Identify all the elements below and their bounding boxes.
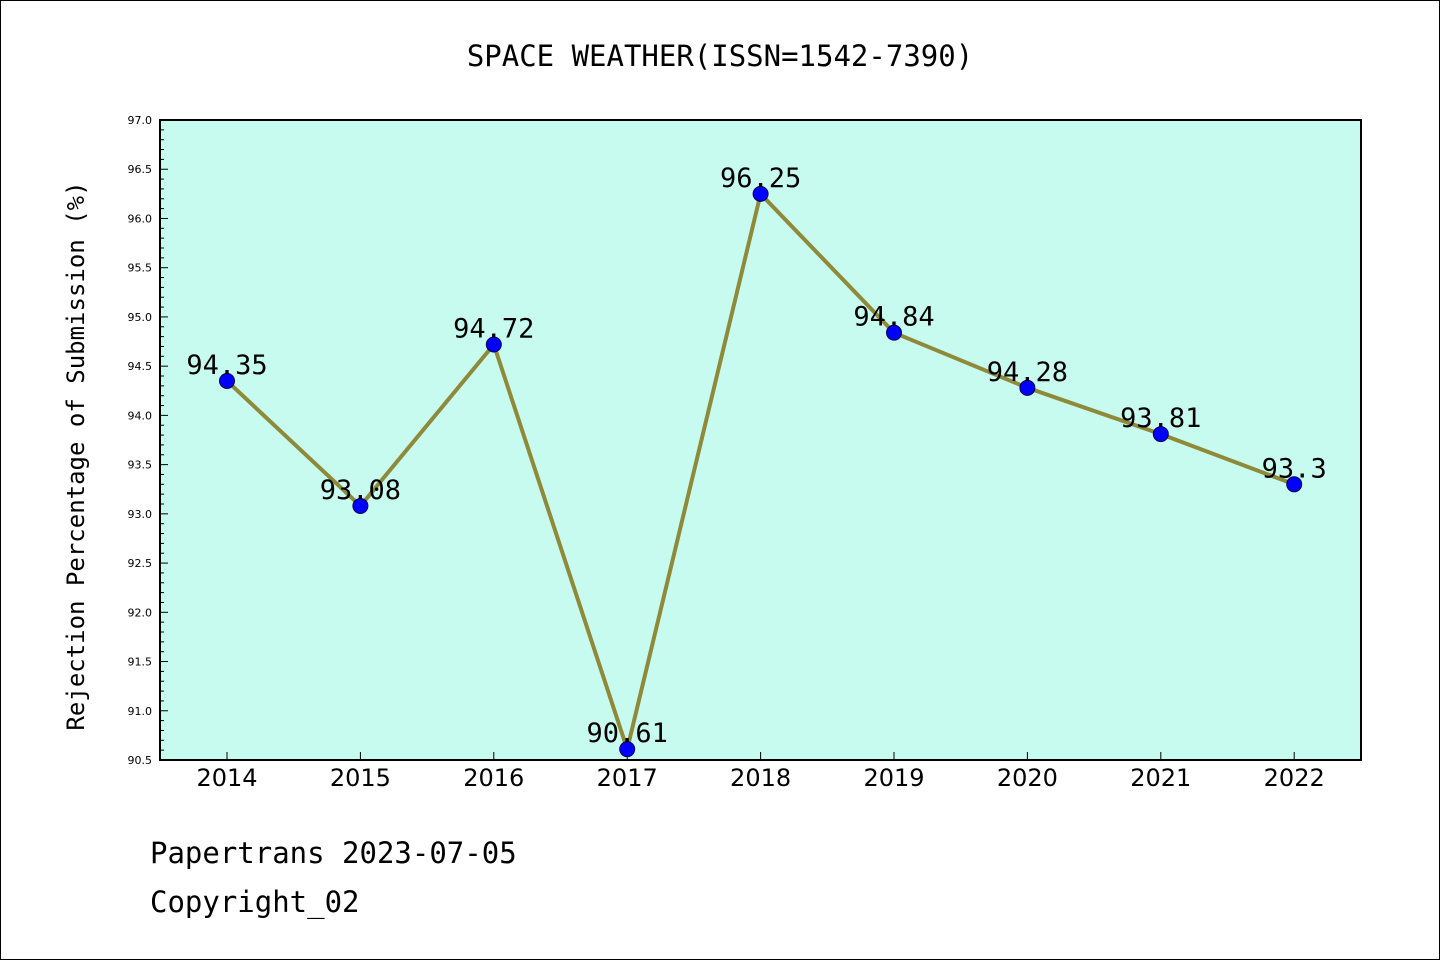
data-point xyxy=(619,741,636,758)
data-label: 94.35 xyxy=(186,350,267,381)
y-tick-label: 96.0 xyxy=(128,212,153,225)
y-axis-title: Rejection Percentage of Submission (%) xyxy=(62,181,90,730)
data-point xyxy=(752,185,769,202)
footer-copyright: Copyright_02 xyxy=(150,885,360,919)
data-point xyxy=(219,372,235,389)
y-axis: 90.5 91.0 91.5 92.0 92.5 93.0 93.5 94.0 94.5 95.0… xyxy=(128,114,168,767)
y-tick-label: 95.5 xyxy=(128,262,153,275)
data-points xyxy=(219,185,1303,758)
x-tick-label: 2020 xyxy=(997,764,1058,792)
x-tick-label: 2017 xyxy=(597,764,658,792)
data-label: 93.3 xyxy=(1262,453,1327,484)
y-tick-label: 96.5 xyxy=(128,163,153,176)
x-tick-label: 2014 xyxy=(196,764,257,792)
x-tick-label: 2018 xyxy=(730,764,791,792)
data-point xyxy=(886,324,902,341)
data-label: 94.84 xyxy=(853,302,934,333)
x-tick-label: 2022 xyxy=(1264,764,1325,792)
x-axis: 2014 2015 2016 2017 2018 2019 2020 2021 2022 xyxy=(196,752,1325,792)
data-label: 93.08 xyxy=(320,475,401,506)
y-tick-label: 91.0 xyxy=(128,705,153,718)
data-point xyxy=(1019,379,1036,396)
data-point xyxy=(1286,476,1303,493)
data-label: 96.25 xyxy=(720,163,801,194)
data-label: 93.81 xyxy=(1120,403,1201,434)
x-tick-label: 2016 xyxy=(463,764,524,792)
data-point xyxy=(485,336,502,353)
y-tick-label: 94.0 xyxy=(128,409,153,422)
y-tick-label: 92.0 xyxy=(128,606,153,619)
data-point xyxy=(352,497,369,514)
data-label: 94.72 xyxy=(453,313,534,344)
y-tick-label: 97.0 xyxy=(128,114,153,127)
chart-title: SPACE WEATHER(ISSN=1542-7390) xyxy=(467,39,973,73)
y-tick-label: 94.5 xyxy=(128,360,153,373)
data-label: 94.28 xyxy=(987,357,1068,388)
y-tick-label: 95.0 xyxy=(128,311,153,324)
y-tick-label: 91.5 xyxy=(128,656,153,669)
data-label: 90.61 xyxy=(587,718,668,749)
x-tick-label: 2021 xyxy=(1130,764,1191,792)
x-tick-label: 2015 xyxy=(330,764,391,792)
y-tick-label: 93.5 xyxy=(128,459,153,472)
y-tick-label: 92.5 xyxy=(128,557,153,570)
x-tick-label: 2019 xyxy=(863,764,924,792)
data-point xyxy=(1152,426,1169,443)
data-labels: 94.35 93.08 94.72 90.61 96.25 94.84 94.28 93.81… xyxy=(186,163,1326,749)
y-tick-label: 90.5 xyxy=(128,754,153,767)
footer-date: Papertrans 2023-07-05 xyxy=(150,836,517,870)
y-tick-label: 93.0 xyxy=(128,508,153,521)
